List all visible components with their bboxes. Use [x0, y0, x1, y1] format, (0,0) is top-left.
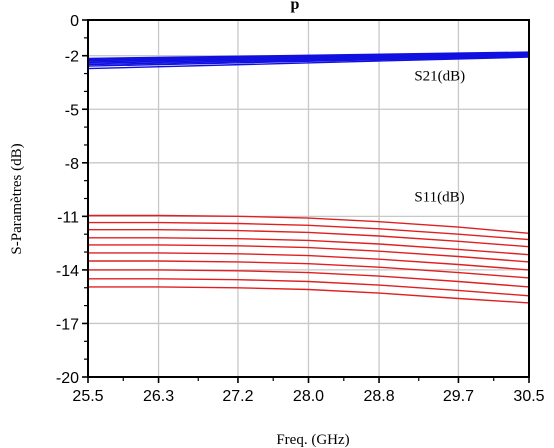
s21-curve [87, 56, 530, 70]
x-tick-label: 28.0 [293, 388, 324, 405]
s11-curve [88, 286, 530, 304]
tick-marks [82, 19, 530, 383]
s21-label: S21(dB) [414, 68, 465, 84]
chart-title: p [291, 0, 300, 13]
s21-curve [87, 52, 530, 62]
y-axis-title: S-Paramètres (dB) [9, 143, 25, 254]
y-tick-label: -20 [56, 370, 79, 387]
s21-curve [87, 55, 530, 67]
x-tick-label: 30.5 [513, 388, 544, 405]
s11-curve [88, 237, 530, 256]
x-tick-label: 25.5 [72, 388, 103, 405]
x-tick-label: 29.7 [443, 388, 474, 405]
s21-curve [87, 51, 530, 60]
x-tick-label: 27.2 [222, 388, 253, 405]
y-tick-label: -11 [57, 209, 79, 226]
s21-curve [87, 54, 530, 64]
s11-curve [88, 269, 530, 288]
y-tick-labels: 0 -2 -5 -8 -11 -14 -17 -20 [56, 13, 79, 387]
y-tick-label: -2 [65, 49, 79, 66]
s11-curve [88, 221, 530, 241]
y-tick-label: -8 [65, 156, 79, 173]
x-tick-label: 26.3 [143, 388, 174, 405]
y-tick-label: -5 [65, 102, 79, 119]
s11-curve [88, 278, 530, 297]
s21-curve [87, 55, 530, 66]
x-axis-title: Freq. (GHz) [276, 432, 349, 448]
s11-curve [88, 244, 530, 263]
x-tick-labels: 25.5 26.3 27.2 28.0 28.8 29.7 30.5 [72, 388, 544, 405]
s11-curve [88, 214, 530, 234]
y-tick-label: -14 [56, 263, 79, 280]
series-lines [87, 51, 530, 304]
y-tick-label: 0 [70, 13, 79, 30]
s21-curve [87, 52, 530, 61]
s11-curve [88, 228, 530, 248]
s11-curve [88, 252, 530, 271]
y-tick-label: -17 [56, 316, 79, 333]
s11-curve [88, 260, 530, 279]
x-tick-label: 28.8 [363, 388, 394, 405]
s21-curve [87, 53, 530, 63]
s11-label: S11(dB) [414, 190, 464, 206]
